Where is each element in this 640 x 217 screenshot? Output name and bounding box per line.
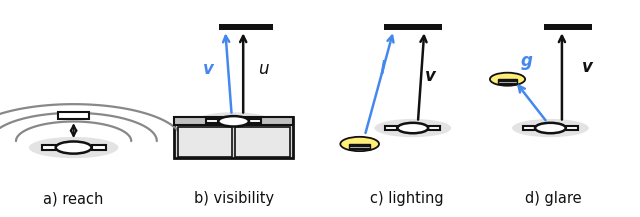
- Bar: [249, 119, 261, 123]
- Bar: [92, 145, 106, 150]
- Text: a) reach: a) reach: [44, 191, 104, 206]
- Ellipse shape: [340, 137, 379, 151]
- Text: b) visibility: b) visibility: [193, 191, 274, 206]
- Bar: [498, 79, 517, 84]
- Bar: [523, 126, 535, 130]
- Text: u: u: [259, 61, 269, 78]
- Bar: [206, 119, 218, 123]
- Text: v: v: [203, 61, 213, 78]
- Bar: [235, 127, 289, 157]
- Bar: [428, 126, 440, 130]
- Bar: [177, 127, 232, 157]
- Text: v: v: [582, 58, 593, 76]
- Text: v: v: [426, 67, 436, 85]
- Bar: [566, 126, 578, 130]
- Bar: [174, 117, 292, 125]
- Bar: [385, 126, 397, 130]
- Circle shape: [218, 116, 249, 127]
- Bar: [544, 24, 592, 30]
- Bar: [349, 144, 370, 149]
- Bar: [219, 24, 273, 30]
- Circle shape: [397, 123, 428, 133]
- Ellipse shape: [29, 137, 118, 158]
- Text: l: l: [380, 61, 385, 78]
- Ellipse shape: [195, 112, 272, 130]
- Ellipse shape: [374, 119, 451, 137]
- Ellipse shape: [490, 73, 525, 86]
- Bar: [42, 145, 56, 150]
- Circle shape: [56, 141, 92, 154]
- Text: d) glare: d) glare: [525, 191, 582, 206]
- Text: g: g: [521, 52, 532, 70]
- Circle shape: [535, 123, 566, 133]
- Text: c) lighting: c) lighting: [369, 191, 444, 206]
- Bar: [174, 117, 292, 158]
- Ellipse shape: [512, 119, 589, 137]
- Bar: [58, 112, 89, 119]
- Bar: [384, 24, 442, 30]
